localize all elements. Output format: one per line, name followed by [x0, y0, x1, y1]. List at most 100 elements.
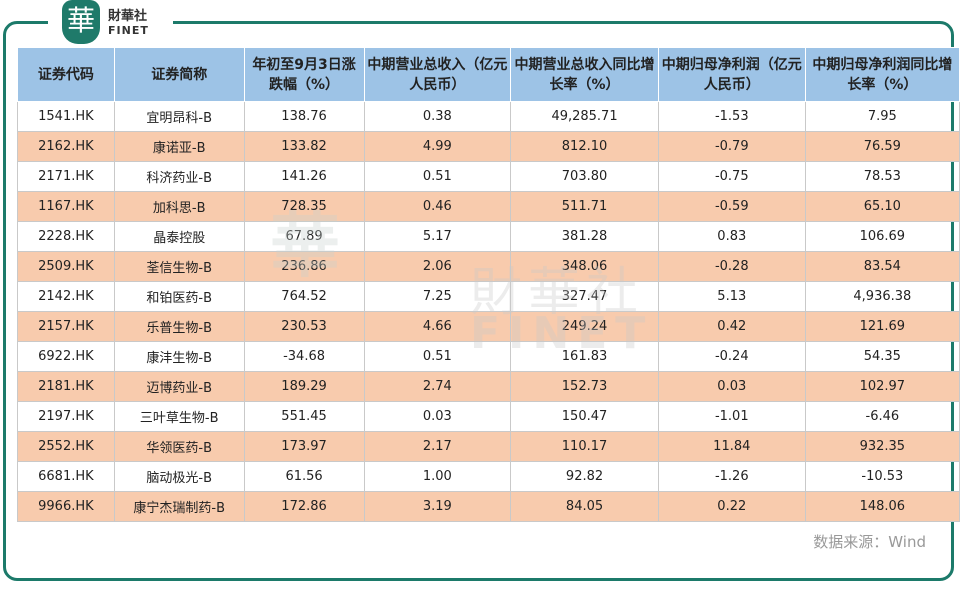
table-cell: -1.53 — [657, 101, 806, 132]
table-cell: 703.80 — [510, 161, 659, 192]
table-row: 2197.HK 三叶草生物-B 551.45 0.03 150.47 -1.01 -6.46 — [17, 401, 960, 432]
table-cell: 138.76 — [243, 101, 365, 132]
table-cell: 5.13 — [657, 281, 806, 312]
table-cell: 0.46 — [363, 191, 512, 222]
table-row: 2171.HK 科济药业-B 141.26 0.51 703.80 -0.75 78.53 — [17, 161, 960, 192]
table-cell: 121.69 — [804, 311, 960, 342]
table-cell: 189.29 — [243, 371, 365, 402]
table-cell: 科济药业-B — [113, 161, 245, 192]
table-cell: 晶泰控股 — [113, 221, 245, 252]
table-cell: 0.03 — [657, 371, 806, 402]
logo-mark: 華 — [62, 0, 100, 44]
table-cell: 6681.HK — [17, 461, 115, 492]
column-header: 中期营业总收入同比增长率（%） — [510, 47, 659, 102]
table-cell: 133.82 — [243, 131, 365, 162]
table-cell: 0.38 — [363, 101, 512, 132]
column-header: 证券简称 — [113, 47, 245, 102]
table-cell: 236.86 — [243, 251, 365, 282]
table-cell: 2509.HK — [17, 251, 115, 282]
table-row: 2509.HK 荃信生物-B 236.86 2.06 348.06 -0.28 83.54 — [17, 251, 960, 282]
column-header: 年初至9月3日涨跌幅（%） — [243, 47, 365, 102]
table-cell: 230.53 — [243, 311, 365, 342]
table-cell: 9966.HK — [17, 491, 115, 522]
table-cell: 348.06 — [510, 251, 659, 282]
logo-en: FINET — [108, 24, 149, 37]
table-cell: 2157.HK — [17, 311, 115, 342]
column-header: 中期营业总收入（亿元人民币） — [363, 47, 512, 102]
table-cell: 83.54 — [804, 251, 960, 282]
table-cell: 2.74 — [363, 371, 512, 402]
table-row: 2228.HK 晶泰控股 67.89 5.17 381.28 0.83 106.69 — [17, 221, 960, 252]
table-cell: 6922.HK — [17, 341, 115, 372]
table-cell: 2171.HK — [17, 161, 115, 192]
table-cell: 92.82 — [510, 461, 659, 492]
table-row: 6922.HK 康沣生物-B -34.68 0.51 161.83 -0.24 54.35 — [17, 341, 960, 372]
table-cell: 932.35 — [804, 431, 960, 462]
table-row: 2142.HK 和铂医药-B 764.52 7.25 327.47 5.13 4,936.3… — [17, 281, 960, 312]
table-cell: 812.10 — [510, 131, 659, 162]
table-cell: 康宁杰瑞制药-B — [113, 491, 245, 522]
table-cell: 7.95 — [804, 101, 960, 132]
table-cell: 0.51 — [363, 341, 512, 372]
table-cell: 4.66 — [363, 311, 512, 342]
table-cell: 2142.HK — [17, 281, 115, 312]
table-row: 9966.HK 康宁杰瑞制药-B 172.86 3.19 84.05 0.22 148.06 — [17, 491, 960, 522]
table-cell: 0.22 — [657, 491, 806, 522]
table-cell: 华领医药-B — [113, 431, 245, 462]
table-cell: 76.59 — [804, 131, 960, 162]
table-row: 2162.HK 康诺亚-B 133.82 4.99 812.10 -0.79 76.59 — [17, 131, 960, 162]
table-cell: 0.03 — [363, 401, 512, 432]
table-cell: 1.00 — [363, 461, 512, 492]
table-cell: 三叶草生物-B — [113, 401, 245, 432]
table-cell: 327.47 — [510, 281, 659, 312]
table-row: 1167.HK 加科思-B 728.35 0.46 511.71 -0.59 65.10 — [17, 191, 960, 222]
table-cell: -10.53 — [804, 461, 960, 492]
table-cell: -1.01 — [657, 401, 806, 432]
stock-table: 证券代码 证券简称 年初至9月3日涨跌幅（%） 中期营业总收入（亿元人民币） 中期营业总… — [17, 47, 960, 522]
table-cell: 3.19 — [363, 491, 512, 522]
table-cell: 2162.HK — [17, 131, 115, 162]
table-cell: 7.25 — [363, 281, 512, 312]
table-cell: 102.97 — [804, 371, 960, 402]
table-cell: 加科思-B — [113, 191, 245, 222]
table-cell: 0.51 — [363, 161, 512, 192]
table-cell: 11.84 — [657, 431, 806, 462]
table-cell: 0.83 — [657, 221, 806, 252]
table-cell: 2.17 — [363, 431, 512, 462]
table-cell: -0.59 — [657, 191, 806, 222]
source-note: 数据来源：Wind — [813, 533, 926, 551]
table-cell: 161.83 — [510, 341, 659, 372]
table-cell: 67.89 — [243, 221, 365, 252]
table-cell: 54.35 — [804, 341, 960, 372]
table-cell: 0.42 — [657, 311, 806, 342]
table-cell: 173.97 — [243, 431, 365, 462]
column-header: 中期归母净利润同比增长率（%） — [804, 47, 960, 102]
table-cell: 荃信生物-B — [113, 251, 245, 282]
column-header: 中期归母净利润（亿元人民币） — [657, 47, 806, 102]
table-cell: 551.45 — [243, 401, 365, 432]
table-row: 2181.HK 迈博药业-B 189.29 2.74 152.73 0.03 102.97 — [17, 371, 960, 402]
watermark-en: FINET — [470, 308, 654, 359]
table-cell: -0.79 — [657, 131, 806, 162]
table-cell: 728.35 — [243, 191, 365, 222]
table-cell: -34.68 — [243, 341, 365, 372]
table-cell: -0.28 — [657, 251, 806, 282]
column-header: 证券代码 — [17, 47, 115, 102]
table-cell: 84.05 — [510, 491, 659, 522]
table-cell: 511.71 — [510, 191, 659, 222]
table-cell: 49,285.71 — [510, 101, 659, 132]
table-cell: 乐普生物-B — [113, 311, 245, 342]
table-cell: -6.46 — [804, 401, 960, 432]
table-cell: -0.75 — [657, 161, 806, 192]
table-cell: 65.10 — [804, 191, 960, 222]
table-cell: 106.69 — [804, 221, 960, 252]
table-cell: 249.24 — [510, 311, 659, 342]
table-cell: 172.86 — [243, 491, 365, 522]
table-cell: 148.06 — [804, 491, 960, 522]
table-cell: 1541.HK — [17, 101, 115, 132]
table-row: 2157.HK 乐普生物-B 230.53 4.66 249.24 0.42 121.69 — [17, 311, 960, 342]
table-cell: 5.17 — [363, 221, 512, 252]
table-cell: 脑动极光-B — [113, 461, 245, 492]
table-cell: 康诺亚-B — [113, 131, 245, 162]
logo-cn: 財華社 — [108, 9, 148, 24]
